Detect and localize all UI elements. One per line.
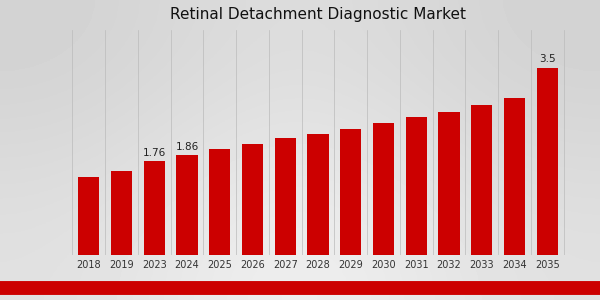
Text: 1.86: 1.86 <box>175 142 199 152</box>
Bar <box>373 123 394 255</box>
Bar <box>537 68 558 255</box>
Bar <box>504 98 525 255</box>
Bar <box>340 129 361 255</box>
Bar <box>176 155 197 255</box>
Bar <box>275 138 296 255</box>
Text: 1.76: 1.76 <box>143 148 166 158</box>
Bar <box>439 112 460 255</box>
Bar <box>78 177 99 255</box>
Bar <box>209 149 230 255</box>
Text: 3.5: 3.5 <box>539 54 556 64</box>
Title: Retinal Detachment Diagnostic Market: Retinal Detachment Diagnostic Market <box>170 7 466 22</box>
Bar <box>307 134 329 255</box>
Bar <box>242 144 263 255</box>
Bar <box>143 161 165 255</box>
Bar <box>406 117 427 255</box>
Bar <box>471 105 493 255</box>
Bar <box>111 171 132 255</box>
